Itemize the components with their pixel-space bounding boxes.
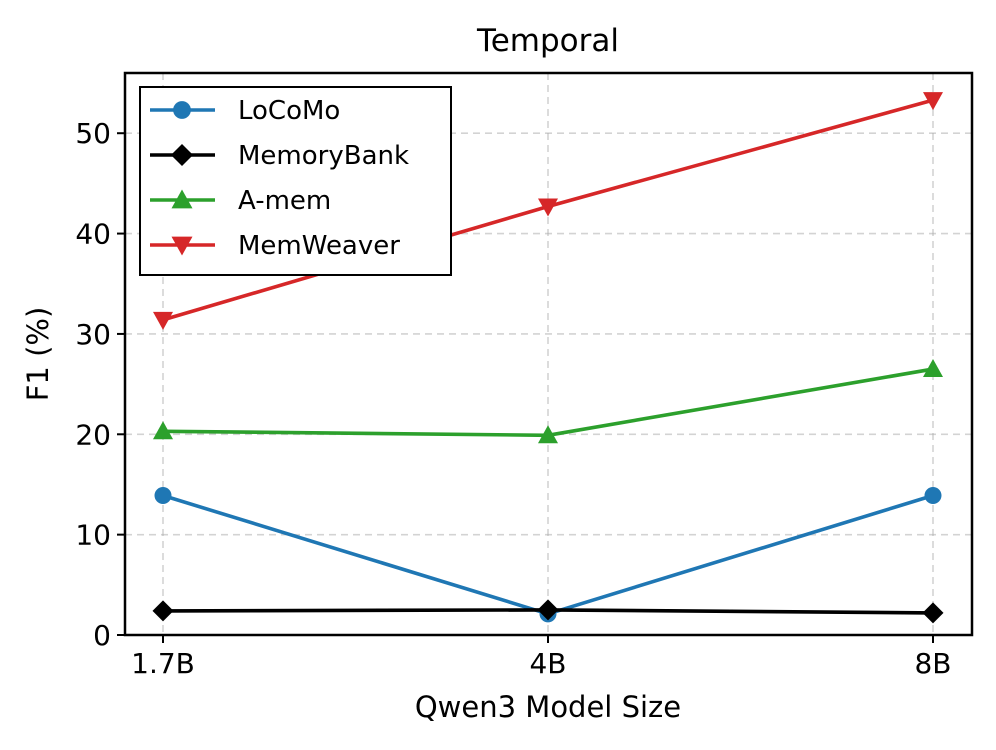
data-point-memweaver-8b [923,92,943,111]
chart-title: Temporal [476,23,619,59]
data-point-memorybank-8b [922,602,944,624]
y-tick-label: 50 [75,117,111,150]
legend-marker [171,236,193,256]
data-point-memorybank-1-7b [152,600,174,622]
legend-item-a-mem: A-mem [150,186,331,216]
legend-label: MemWeaver [238,231,400,261]
series-memorybank [152,599,944,624]
legend-item-memweaver: MemWeaver [150,231,400,261]
data-point-locomo-8b [924,487,942,505]
legend: LoCoMo MemoryBank A-mem MemWeaver [139,86,452,276]
data-point-a-mem-1-7b [153,421,173,440]
y-tick-label: 40 [75,218,111,251]
series-a-mem [153,359,943,444]
y-tick-label: 0 [93,619,111,652]
data-point-locomo-1-7b [154,487,172,505]
data-point-memweaver-1-7b [153,311,173,330]
y-tick-label: 10 [75,519,111,552]
legend-label: A-mem [238,186,331,216]
data-point-memorybank-4b [537,599,559,621]
legend-label: LoCoMo [238,96,340,126]
legend-label: MemoryBank [238,141,409,171]
data-point-a-mem-4b [538,425,558,444]
legend-marker [170,143,194,167]
x-axis-label: Qwen3 Model Size [415,690,681,724]
data-point-a-mem-8b [923,359,943,378]
legend-marker [171,189,193,209]
x-tick-label: 1.7B [131,647,195,680]
legend-item-memorybank: MemoryBank [150,141,409,171]
axis-ticks: 1.7B 4B 8B 0 10 20 30 40 50 [75,117,951,680]
y-tick-label: 30 [75,318,111,351]
legend-item-locomo: LoCoMo [150,96,340,126]
x-tick-label: 4B [529,647,566,680]
series-memweaver [153,92,943,330]
x-tick-label: 8B [914,647,951,680]
data-point-memweaver-4b [538,198,558,217]
y-axis-label: F1 (%) [21,307,55,402]
y-tick-label: 20 [75,418,111,451]
series-layer [152,92,944,624]
legend-marker [173,101,191,119]
